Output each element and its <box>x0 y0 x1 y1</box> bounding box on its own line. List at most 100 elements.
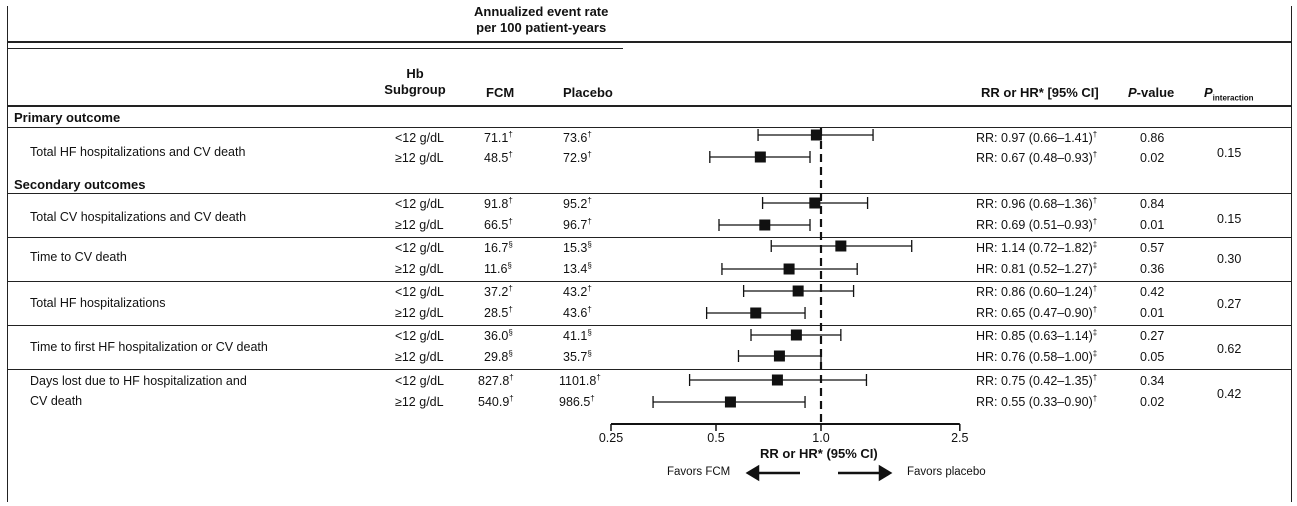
fcm-cell: 540.9† <box>478 393 514 409</box>
fcm-footnote: † <box>508 195 513 205</box>
placebo-cell: 35.7§ <box>563 349 592 364</box>
header-rule-short <box>8 48 623 49</box>
placebo-cell: 986.5† <box>559 393 595 409</box>
x-tick-label: 2.5 <box>951 431 968 445</box>
placebo-value: 43.6 <box>563 306 588 320</box>
pvalue-cell: 0.02 <box>1140 395 1165 409</box>
section-primary-rule <box>8 127 1291 128</box>
header-top-rule <box>8 41 1291 43</box>
pvalue-cell: 0.86 <box>1140 131 1165 145</box>
pvalue-cell: 0.84 <box>1140 197 1165 211</box>
fcm-cell: 66.5† <box>484 216 513 232</box>
ratio-value: RR: 0.86 (0.60–1.24) <box>976 285 1093 299</box>
fcm-footnote: § <box>508 239 513 249</box>
col-hb-header: Hb Subgroup <box>384 66 446 98</box>
p-interaction-value: 0.62 <box>1217 342 1242 356</box>
p-interaction-value: 0.42 <box>1217 387 1242 401</box>
ratio-cell: RR: 0.75 (0.42–1.35)† <box>976 372 1098 388</box>
placebo-value: 13.4 <box>563 262 588 276</box>
subgroup-cell: <12 g/dL <box>395 374 445 388</box>
placebo-value: 73.6 <box>563 131 588 145</box>
subgroup-cell: ≥12 g/dL <box>395 151 444 165</box>
subgroup-cell: ≥12 g/dL <box>395 306 444 320</box>
outcome-label: Total CV hospitalizations and CV death <box>30 210 247 224</box>
fcm-footnote: § <box>507 260 512 270</box>
figure-frame <box>7 6 1292 502</box>
ratio-value: RR: 0.67 (0.48–0.93) <box>976 151 1093 165</box>
ratio-cell: RR: 0.69 (0.51–0.93)† <box>976 217 1097 232</box>
col-fcm-header: FCM <box>486 85 515 100</box>
point-estimate-marker <box>835 240 847 252</box>
p-interaction-value: 0.15 <box>1217 212 1242 226</box>
subgroup-cell: <12 g/dL <box>395 241 445 255</box>
ratio-footnote: † <box>1092 372 1098 382</box>
point-estimate-marker <box>750 307 762 319</box>
fcm-footnote: § <box>508 327 513 337</box>
ratio-cell: RR: 0.65 (0.47–0.90)† <box>976 305 1097 320</box>
ratio-cell: HR: 0.76 (0.58–1.00)‡ <box>976 348 1098 364</box>
ratio-footnote: ‡ <box>1092 260 1098 270</box>
fcm-value: 66.5 <box>484 218 509 232</box>
subgroup-cell: ≥12 g/dL <box>395 262 444 276</box>
section-secondary-rule <box>8 193 1291 194</box>
outcome-label: Total HF hospitalizations <box>30 296 166 310</box>
fcm-cell: 37.2† <box>484 283 513 299</box>
ratio-value: RR: 0.55 (0.33–0.90) <box>976 395 1093 409</box>
ratio-value: RR: 0.69 (0.51–0.93) <box>976 218 1093 232</box>
point-estimate-marker <box>759 219 771 231</box>
placebo-cell: 95.2† <box>563 196 592 211</box>
col-pint-p: P <box>1204 85 1213 100</box>
ratio-footnote: † <box>1092 129 1098 139</box>
header-bottom-rule <box>8 105 1291 107</box>
forest-point <box>742 285 855 297</box>
placebo-footnote: § <box>587 327 592 337</box>
placebo-footnote: † <box>587 216 592 226</box>
col-pint-header: Pinteraction <box>1204 85 1254 103</box>
fcm-footnote: † <box>508 216 513 226</box>
ratio-footnote: ‡ <box>1092 348 1098 358</box>
outcome-label: Total HF hospitalizations and CV death <box>30 145 246 159</box>
outcome-label: Days lost due to HF hospitalization and <box>30 374 247 388</box>
forest-point <box>721 263 858 275</box>
rate-title-line2: per 100 patient-years <box>476 20 607 35</box>
placebo-cell: 43.2† <box>563 283 592 299</box>
favors-fcm-label: Favors FCM <box>667 466 731 478</box>
placebo-footnote: † <box>587 304 592 314</box>
fcm-cell: 28.5† <box>484 305 513 320</box>
placebo-value: 1101.8 <box>559 374 597 388</box>
favors-fcm-arrow <box>745 464 800 482</box>
placebo-footnote: † <box>590 393 595 403</box>
subgroup-cell: ≥12 g/dL <box>395 395 444 409</box>
fcm-footnote: † <box>509 393 514 403</box>
forest-point <box>757 129 874 141</box>
subgroup-cell: ≥12 g/dL <box>395 350 444 364</box>
row-divider <box>8 281 1291 282</box>
fcm-footnote: † <box>508 283 513 293</box>
x-tick-label: 1.0 <box>812 431 829 445</box>
row-divider <box>8 325 1291 326</box>
fcm-value: 71.1 <box>484 131 509 145</box>
placebo-value: 41.1 <box>563 329 588 343</box>
point-estimate-marker <box>792 285 804 297</box>
fcm-value: 16.7 <box>484 241 509 255</box>
col-pint-sub: interaction <box>1212 93 1254 103</box>
point-estimate-marker <box>809 197 821 209</box>
fcm-value: 36.0 <box>484 329 509 343</box>
rate-title-line1: Annualized event rate <box>474 4 609 19</box>
pvalue-cell: 0.57 <box>1140 241 1165 255</box>
placebo-value: 986.5 <box>559 395 591 409</box>
placebo-cell: 72.9† <box>563 150 592 165</box>
fcm-value: 827.8 <box>478 374 510 388</box>
x-tick-label: 0.5 <box>707 431 724 445</box>
p-interaction-value: 0.15 <box>1217 146 1242 160</box>
placebo-value: 72.9 <box>563 151 588 165</box>
forest-point <box>770 240 913 252</box>
fcm-value: 11.6 <box>484 262 508 276</box>
placebo-value: 43.2 <box>563 285 588 299</box>
ratio-cell: RR: 0.96 (0.68–1.36)† <box>976 196 1097 211</box>
placebo-cell: 1101.8† <box>559 373 601 388</box>
ratio-cell: RR: 0.86 (0.60–1.24)† <box>976 284 1097 299</box>
subgroup-cell: <12 g/dL <box>395 197 445 211</box>
placebo-footnote: † <box>587 283 592 293</box>
x-tick-label: 0.25 <box>599 431 623 445</box>
